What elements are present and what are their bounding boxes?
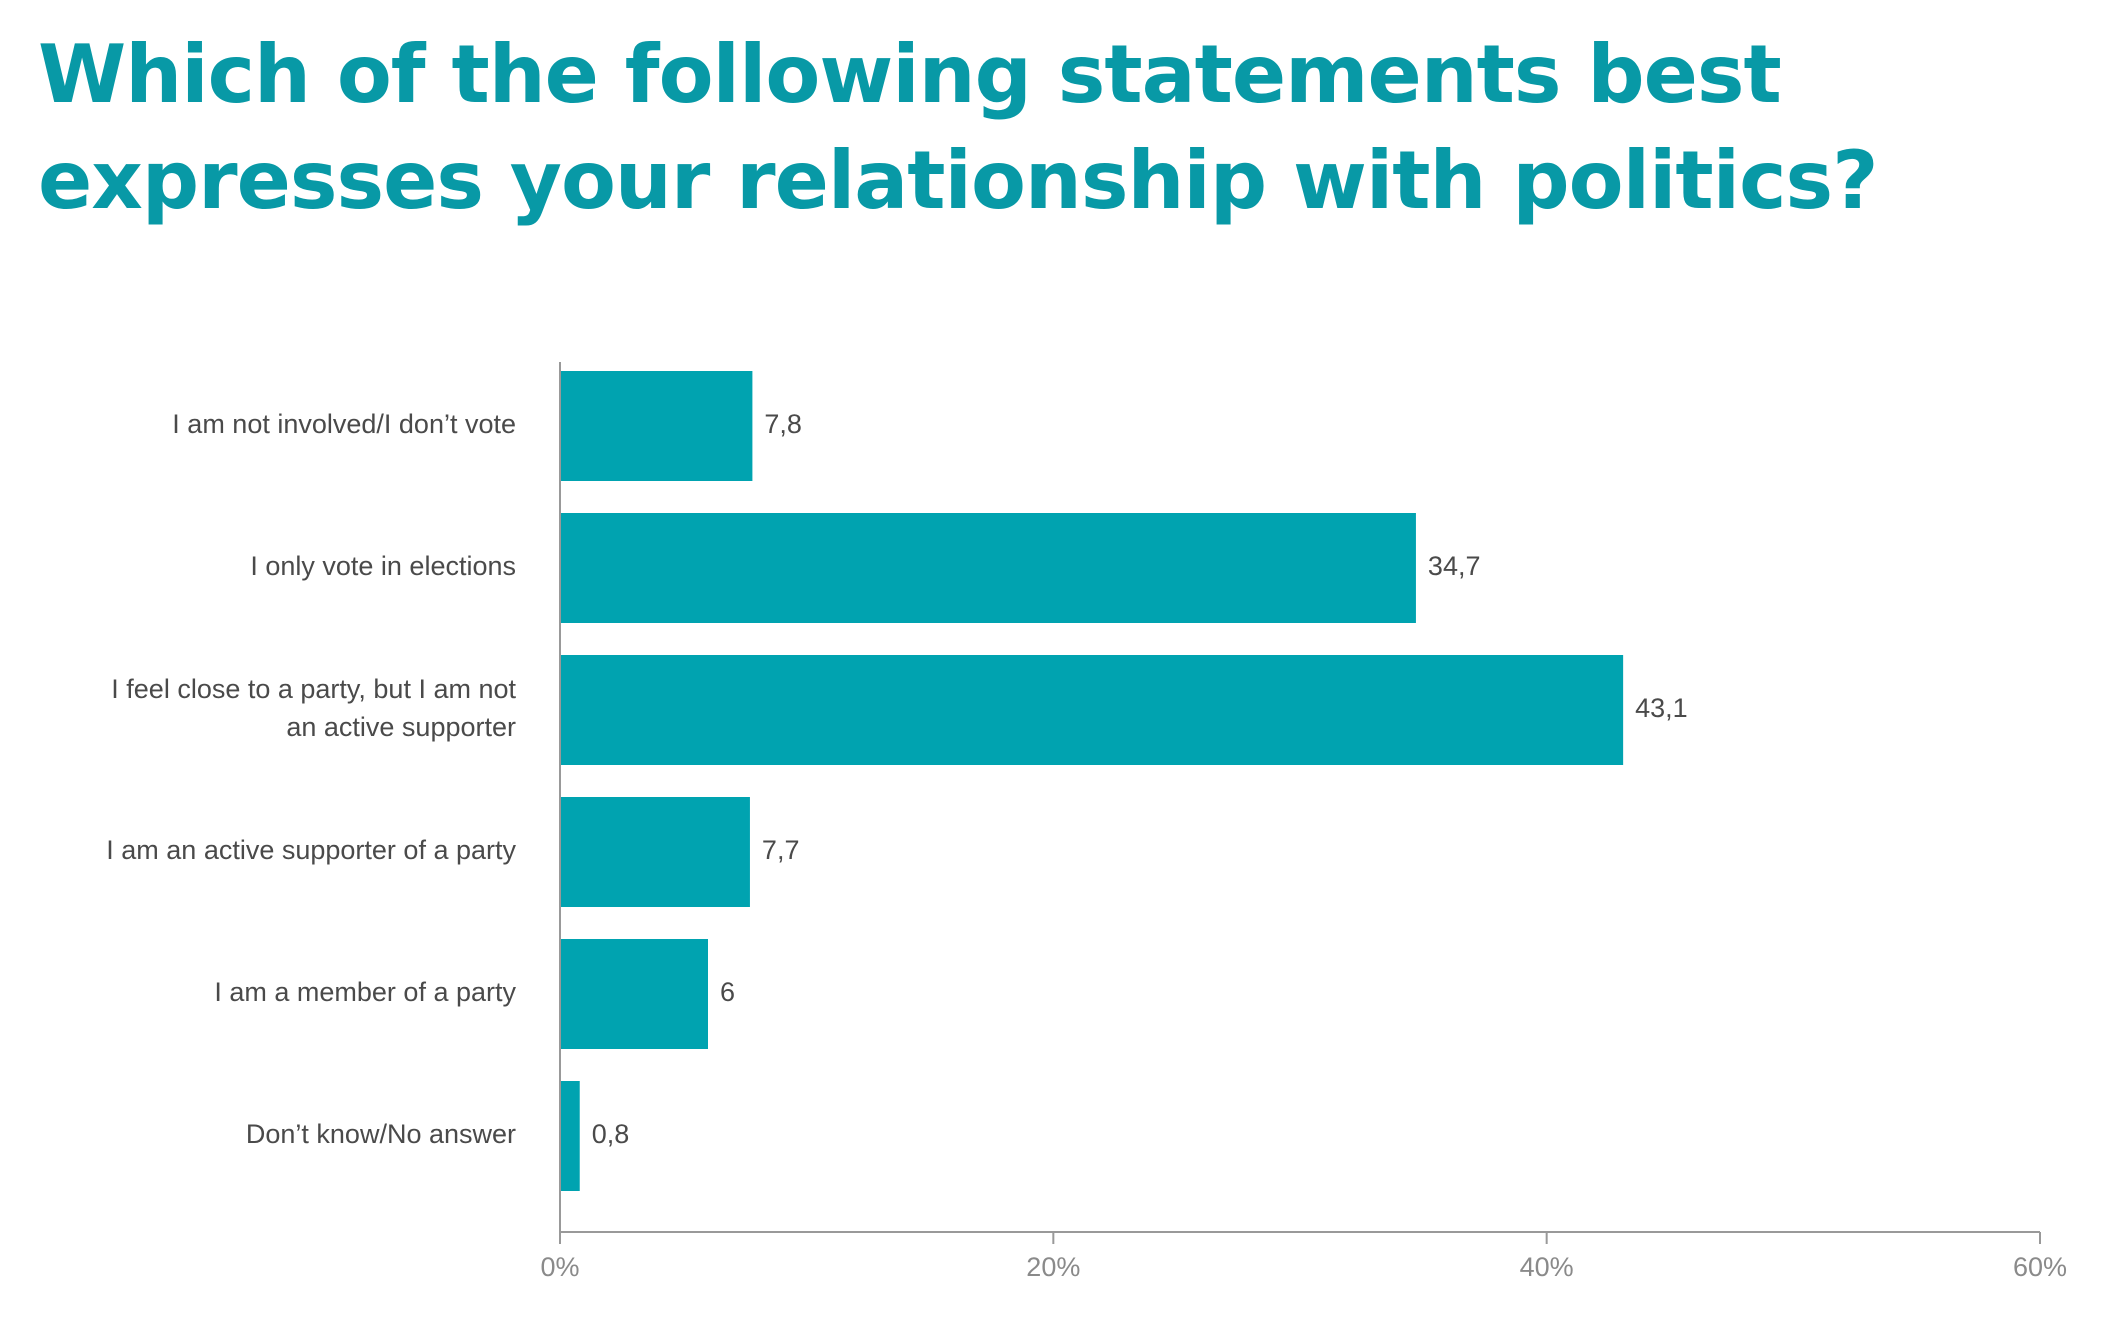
data-label: 7,8 [764,409,802,439]
data-label: 7,7 [762,835,800,865]
category-label: an active supporter [286,712,516,742]
category-label: I am a member of a party [214,977,516,1007]
chart-title: Which of the following statements best e… [38,28,1879,227]
category-label: I am an active supporter of a party [106,835,516,865]
category-label: I only vote in elections [250,551,516,581]
axes-layer: 0% 20% 40% 60% [540,362,2067,1282]
x-tick-label: 20% [1026,1252,1080,1282]
x-tick-label: 0% [540,1252,579,1282]
data-label: 0,8 [592,1119,630,1149]
bar [560,371,753,481]
x-tick-label: 40% [1520,1252,1574,1282]
data-label: 6 [720,977,735,1007]
bars-layer [560,371,1624,1191]
bar [560,939,708,1049]
bar [560,513,1416,623]
labels-layer: 7,8 I am not involved/I don’t vote 34,7 I o… [106,409,1687,1149]
bar [560,655,1624,765]
data-label: 34,7 [1428,551,1481,581]
category-label: I am not involved/I don’t vote [172,409,516,439]
category-label: Don’t know/No answer [246,1119,516,1149]
bar [560,797,750,907]
category-label: I feel close to a party, but I am not [111,674,516,704]
data-label: 43,1 [1635,693,1688,723]
bar [560,1081,580,1191]
x-tick-label: 60% [2013,1252,2067,1282]
